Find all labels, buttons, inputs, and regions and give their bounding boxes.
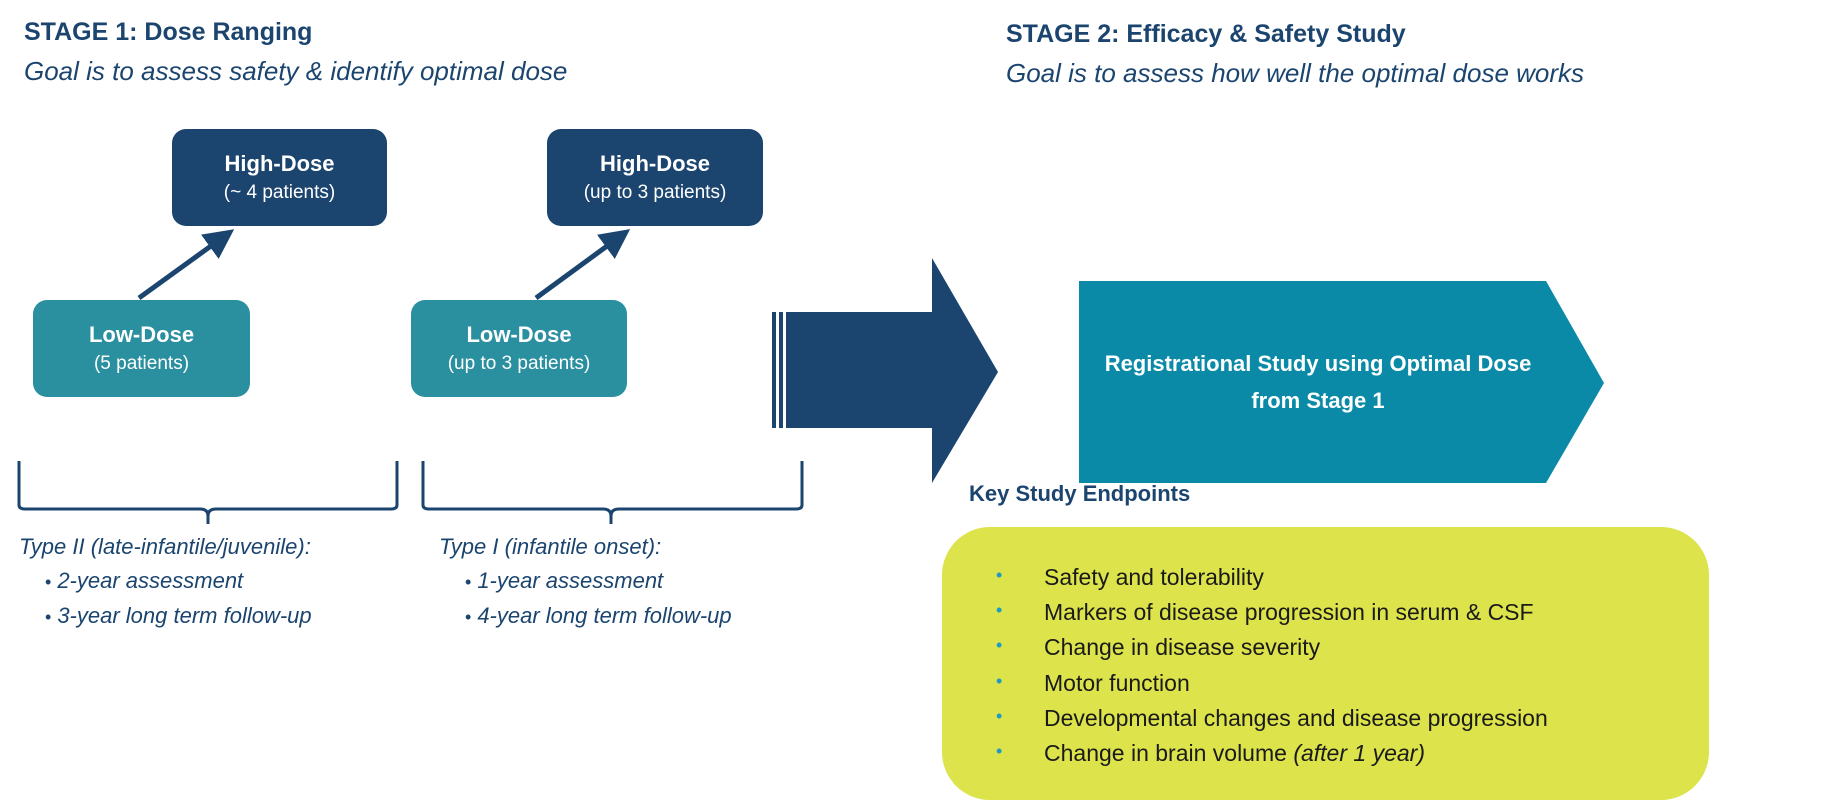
- bullet-icon: •: [996, 600, 1003, 620]
- type-i-item: • 4-year long term follow-up: [465, 603, 732, 628]
- registrational-study-label: Registrational Study using Optimal Dose …: [1104, 351, 1532, 413]
- high-dose-box-type-ii: High-Dose (~ 4 patients): [172, 129, 387, 226]
- low-dose-label: Low-Dose: [466, 321, 572, 347]
- endpoints-title: Key Study Endpoints: [969, 481, 1191, 506]
- escalation-arrow-2: [534, 229, 631, 301]
- low-dose-box-type-ii: Low-Dose (5 patients): [33, 300, 250, 397]
- brace-type-ii: [17, 461, 399, 524]
- brace-type-i: [421, 461, 804, 524]
- stage2-goal: Goal is to assess how well the optimal d…: [1006, 58, 1585, 88]
- stage-transition-arrow: [772, 258, 998, 483]
- endpoint-item: Safety and tolerability: [1044, 564, 1264, 590]
- endpoint-note: (after 1 year): [1293, 740, 1425, 766]
- low-dose-box-type-i: Low-Dose (up to 3 patients): [411, 300, 627, 397]
- type-ii-item: • 2-year assessment: [45, 568, 244, 593]
- high-dose-patients: (up to 3 patients): [583, 181, 727, 203]
- bullet-icon: •: [996, 635, 1003, 655]
- endpoints-panel: [942, 527, 1709, 800]
- stage1-title: STAGE 1: Dose Ranging: [24, 18, 313, 46]
- stage1-goal: Goal is to assess safety & identify opti…: [24, 56, 568, 86]
- bullet-icon: •: [996, 706, 1003, 726]
- escalation-arrow-1: [137, 229, 235, 301]
- bullet-icon: •: [45, 572, 52, 592]
- bullet-icon: •: [996, 741, 1003, 761]
- bullet-icon: •: [465, 572, 472, 592]
- low-dose-label: Low-Dose: [88, 321, 195, 347]
- high-dose-label: High-Dose: [224, 150, 335, 176]
- stage2-title: STAGE 2: Efficacy & Safety Study: [1006, 20, 1406, 48]
- bullet-icon: •: [465, 607, 472, 627]
- type-i-item: • 1-year assessment: [465, 568, 664, 593]
- type-ii-item: • 3-year long term follow-up: [45, 603, 312, 628]
- type-i-label: Type I (infantile onset):: [439, 534, 662, 559]
- endpoint-item: Change in disease severity: [1044, 634, 1321, 660]
- high-dose-box-type-i: High-Dose (up to 3 patients): [547, 129, 763, 226]
- high-dose-patients: (~ 4 patients): [223, 181, 336, 203]
- registrational-study-shape: [1079, 281, 1604, 483]
- bullet-icon: •: [996, 671, 1003, 691]
- bullet-icon: •: [996, 565, 1003, 585]
- low-dose-patients: (up to 3 patients): [447, 352, 591, 374]
- endpoint-item: Motor function: [1044, 670, 1190, 696]
- high-dose-label: High-Dose: [600, 150, 710, 176]
- endpoint-item: Developmental changes and disease progre…: [1044, 705, 1548, 731]
- endpoint-item: Change in brain volume (after 1 year): [1044, 740, 1425, 766]
- endpoint-item: Markers of disease progression in serum …: [1044, 599, 1534, 625]
- type-ii-label: Type II (late-infantile/juvenile):: [19, 534, 311, 559]
- low-dose-patients: (5 patients): [93, 352, 190, 374]
- bullet-icon: •: [45, 607, 52, 627]
